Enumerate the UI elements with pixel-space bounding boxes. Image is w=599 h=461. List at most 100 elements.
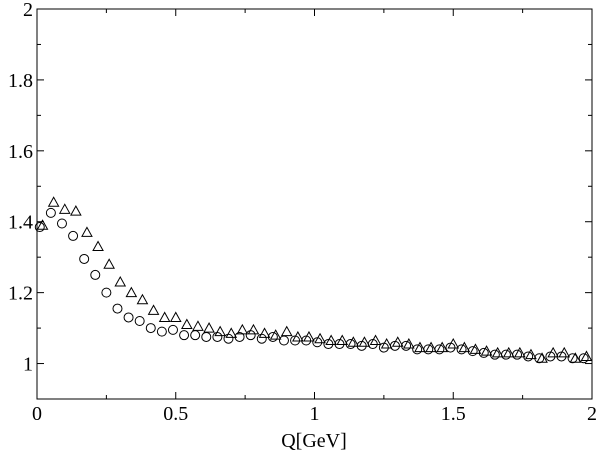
x-axis-title: Q[GeV] bbox=[281, 430, 347, 452]
circle-point bbox=[534, 353, 545, 364]
circle-point bbox=[56, 218, 67, 229]
triangle-point bbox=[491, 346, 504, 358]
circle-point bbox=[367, 339, 378, 350]
circle-point bbox=[156, 326, 167, 337]
circle-point bbox=[223, 333, 234, 344]
x-tick-label: 0 bbox=[32, 403, 42, 425]
y-tick-label: 1.4 bbox=[8, 212, 33, 234]
circle-point bbox=[167, 324, 178, 335]
circle-point bbox=[45, 207, 56, 218]
triangle-point bbox=[92, 240, 104, 252]
triangle-point bbox=[70, 205, 82, 216]
circle-point bbox=[201, 331, 212, 342]
triangle-point bbox=[247, 323, 260, 335]
circle-point bbox=[79, 253, 90, 264]
triangle-point bbox=[58, 203, 71, 214]
x-tick-label: 0.5 bbox=[163, 403, 188, 425]
triangle-point bbox=[425, 341, 437, 353]
circle-point bbox=[245, 330, 256, 341]
circle-point bbox=[145, 323, 156, 334]
triangle-point bbox=[192, 320, 204, 331]
triangle-point bbox=[36, 219, 49, 230]
triangle-point bbox=[214, 325, 226, 337]
triangle-point bbox=[280, 325, 293, 337]
x-axis-ticks: 0 0.5 1 1.5 2 bbox=[32, 9, 597, 425]
circle-point bbox=[401, 340, 412, 351]
triangle-point bbox=[458, 341, 471, 353]
x-tick-label: 1 bbox=[310, 403, 320, 425]
circle-point bbox=[556, 351, 567, 362]
y-axis-ticks: 1 1.2 1.4 1.6 1.8 2 bbox=[8, 0, 592, 376]
triangle-point bbox=[147, 304, 160, 315]
circle-point bbox=[190, 330, 201, 341]
circle-point bbox=[412, 344, 423, 355]
circle-point bbox=[234, 331, 245, 342]
circle-point bbox=[478, 347, 489, 358]
triangle-point bbox=[502, 346, 515, 358]
triangle-point bbox=[114, 275, 127, 287]
triangle-point bbox=[403, 338, 415, 349]
circle-point bbox=[290, 335, 301, 346]
circle-point bbox=[356, 340, 367, 351]
circle-point bbox=[212, 331, 223, 342]
circle-point bbox=[312, 337, 323, 348]
triangle-point bbox=[158, 311, 171, 322]
circle-point bbox=[101, 287, 112, 298]
triangle-point bbox=[269, 329, 282, 340]
circle-point bbox=[489, 349, 500, 360]
triangle-point bbox=[580, 350, 593, 361]
triangle-point bbox=[258, 327, 271, 338]
circle-point bbox=[34, 222, 45, 233]
circle-point bbox=[578, 353, 589, 364]
circle-point bbox=[389, 340, 400, 351]
circle-point bbox=[278, 335, 289, 346]
y-tick-label: 1.6 bbox=[8, 141, 33, 163]
series-circle bbox=[34, 207, 589, 364]
triangle-point bbox=[81, 226, 93, 237]
triangle-point bbox=[480, 345, 493, 356]
circle-point bbox=[68, 230, 79, 241]
series-layer bbox=[34, 196, 593, 364]
triangle-point bbox=[47, 196, 60, 207]
circle-point bbox=[123, 312, 134, 323]
x-tick-label: 2 bbox=[587, 403, 597, 425]
circle-point bbox=[567, 353, 578, 364]
circle-point bbox=[512, 349, 523, 360]
triangle-point bbox=[136, 293, 149, 305]
y-tick-label: 1.8 bbox=[8, 70, 33, 92]
circle-point bbox=[545, 351, 556, 362]
circle-point bbox=[467, 346, 478, 357]
circle-point bbox=[112, 303, 123, 314]
circle-point bbox=[301, 335, 312, 346]
circle-point bbox=[523, 351, 534, 362]
triangle-point bbox=[125, 286, 138, 298]
triangle-point bbox=[181, 318, 193, 330]
triangle-point bbox=[236, 323, 249, 335]
circle-point bbox=[434, 344, 445, 355]
triangle-point bbox=[436, 341, 448, 353]
circle-point bbox=[445, 342, 456, 353]
circle-point bbox=[334, 339, 345, 350]
circle-point bbox=[256, 333, 267, 344]
circle-point bbox=[423, 344, 434, 355]
circle-point bbox=[90, 269, 101, 280]
circle-point bbox=[134, 316, 145, 326]
y-tick-label: 2 bbox=[23, 0, 33, 21]
triangle-point bbox=[469, 343, 482, 354]
y-tick-label: 1 bbox=[23, 354, 33, 376]
triangle-point bbox=[514, 346, 526, 358]
triangle-point bbox=[225, 327, 238, 338]
circle-point bbox=[323, 339, 334, 350]
y-tick-label: 1.2 bbox=[8, 283, 33, 305]
triangle-point bbox=[203, 322, 215, 333]
triangle-point bbox=[525, 348, 537, 360]
triangle-point bbox=[103, 258, 115, 269]
plot-frame bbox=[36, 8, 593, 400]
circle-point bbox=[456, 344, 467, 355]
circle-point bbox=[179, 330, 190, 341]
circle-point bbox=[345, 339, 356, 350]
triangle-point bbox=[347, 336, 360, 347]
triangle-point bbox=[414, 341, 426, 353]
